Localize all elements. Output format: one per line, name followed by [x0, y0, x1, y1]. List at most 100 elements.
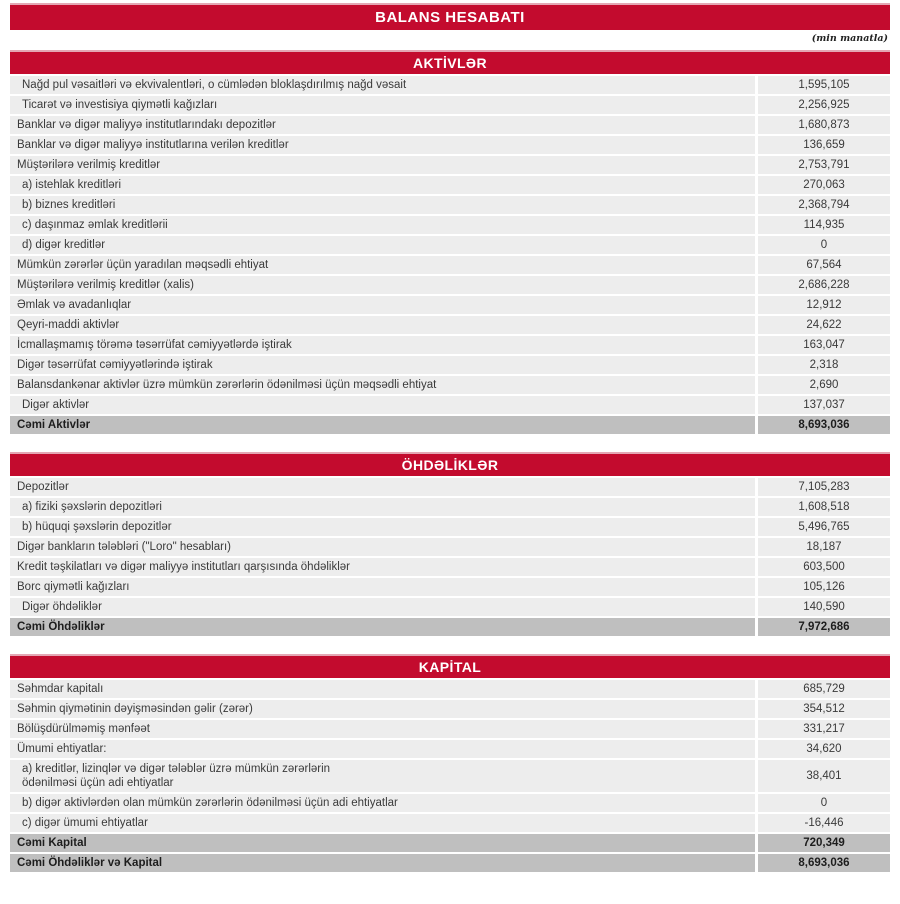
balance-sheet-page: BALANS HESABATI (min manatla) AKTİVLƏR Na… [10, 3, 890, 872]
row-label: b) digər aktivlərdən olan mümkün zərərlə… [10, 794, 755, 812]
table-row: Digər təsərrüfat cəmiyyətlərində iştirak… [10, 356, 890, 374]
table-row: c) digər ümumi ehtiyatlar -16,446 [10, 814, 890, 832]
unit-note: (min manatla) [811, 33, 888, 44]
table-row: b) biznes kreditləri 2,368,794 [10, 196, 890, 214]
table-row: Bölüşdürülməmiş mənfəət 331,217 [10, 720, 890, 738]
table-row: Ticarət və investisiya qiymətli kağızlar… [10, 96, 890, 114]
row-label: Qeyri-maddi aktivlər [10, 316, 755, 334]
table-row: Səhmin qiymətinin dəyişməsindən gəlir (z… [10, 700, 890, 718]
row-label: Banklar və digər maliyyə institutlarına … [10, 136, 755, 154]
row-label: d) digər kreditlər [10, 236, 755, 254]
table-row: Digər aktivlər 137,037 [10, 396, 890, 414]
table-row: c) daşınmaz əmlak kreditlərii 114,935 [10, 216, 890, 234]
row-value: 270,063 [758, 176, 890, 194]
row-label: Ümumi ehtiyatlar: [10, 740, 755, 758]
row-value: 163,047 [758, 336, 890, 354]
row-value: 2,753,791 [758, 156, 890, 174]
total-row-label: Cəmi Öhdəliklər [10, 618, 755, 636]
row-value: 331,217 [758, 720, 890, 738]
row-label: Digər bankların tələbləri ("Loro" hesabl… [10, 538, 755, 556]
row-value: 603,500 [758, 558, 890, 576]
sections-container: AKTİVLƏR Nağd pul vəsaitləri və ekvivalen… [10, 50, 890, 872]
row-label: Ticarət və investisiya qiymətli kağızlar… [10, 96, 755, 114]
row-value: 5,496,765 [758, 518, 890, 536]
table-row: d) digər kreditlər 0 [10, 236, 890, 254]
row-label: Səhmdar kapitalı [10, 680, 755, 698]
section-capital: KAPİTAL Səhmdar kapitalı 685,729 Səhmin qiy… [10, 654, 890, 872]
row-label: Səhmin qiymətinin dəyişməsindən gəlir (z… [10, 700, 755, 718]
table-row: Borc qiymətli kağızları 105,126 [10, 578, 890, 596]
row-label: Mümkün zərərlər üçün yaradılan məqsədli … [10, 256, 755, 274]
row-label: c) daşınmaz əmlak kreditlərii [10, 216, 755, 234]
total-row: Cəmi Aktivlər 8,693,036 [10, 416, 890, 434]
row-label: Kredit təşkilatları və digər maliyyə ins… [10, 558, 755, 576]
table-row: İcmallaşmamış törəmə təsərrüfat cəmiyyət… [10, 336, 890, 354]
row-value: 114,935 [758, 216, 890, 234]
table-row: Müştərilərə verilmiş kreditlər 2,753,791 [10, 156, 890, 174]
total-row-value: 8,693,036 [758, 854, 890, 872]
row-value: 2,690 [758, 376, 890, 394]
row-value: 24,622 [758, 316, 890, 334]
table-row: Müştərilərə verilmiş kreditlər (xalis) 2,… [10, 276, 890, 294]
table-row: Balansdankənar aktivlər üzrə mümkün zərə… [10, 376, 890, 394]
row-value: 38,401 [758, 760, 890, 792]
table-row: Depozitlər 7,105,283 [10, 478, 890, 496]
total-row-label: Cəmi Aktivlər [10, 416, 755, 434]
row-label: a) istehlak kreditləri [10, 176, 755, 194]
row-value: 136,659 [758, 136, 890, 154]
row-value: 140,590 [758, 598, 890, 616]
section-liabilities: ÖHDƏLİKLƏR Depozitlər 7,105,283 a) fiziki ş… [10, 452, 890, 636]
row-value: 18,187 [758, 538, 890, 556]
row-label: c) digər ümumi ehtiyatlar [10, 814, 755, 832]
table-row: Digər bankların tələbləri ("Loro" hesabl… [10, 538, 890, 556]
report-title: BALANS HESABATI [10, 3, 890, 30]
row-label: b) biznes kreditləri [10, 196, 755, 214]
total-row: Cəmi Öhdəliklər 7,972,686 [10, 618, 890, 636]
row-value: 105,126 [758, 578, 890, 596]
total-row-label: Cəmi Kapital [10, 834, 755, 852]
table-row: b) digər aktivlərdən olan mümkün zərərlə… [10, 794, 890, 812]
row-label: Digər aktivlər [10, 396, 755, 414]
row-value: -16,446 [758, 814, 890, 832]
row-label: Depozitlər [10, 478, 755, 496]
row-label: Digər öhdəliklər [10, 598, 755, 616]
row-value: 1,680,873 [758, 116, 890, 134]
table-row: Kredit təşkilatları və digər maliyyə ins… [10, 558, 890, 576]
row-value: 12,912 [758, 296, 890, 314]
table-row: Qeyri-maddi aktivlər 24,622 [10, 316, 890, 334]
row-label: Əmlak və avadanlıqlar [10, 296, 755, 314]
row-value: 7,105,283 [758, 478, 890, 496]
row-value: 1,608,518 [758, 498, 890, 516]
row-label: Bölüşdürülməmiş mənfəət [10, 720, 755, 738]
section-header: ÖHDƏLİKLƏR [10, 452, 890, 476]
row-value: 0 [758, 236, 890, 254]
table-row: b) hüquqi şəxslərin depozitlər 5,496,765 [10, 518, 890, 536]
row-label: Borc qiymətli kağızları [10, 578, 755, 596]
table-row: Nağd pul vəsaitləri və ekvivalentləri, o… [10, 76, 890, 94]
row-label: Banklar və digər maliyyə institutlarında… [10, 116, 755, 134]
table-row: a) kreditlər, lizinqlər və digər tələblə… [10, 760, 890, 792]
total-row: Cəmi Öhdəliklər və Kapital 8,693,036 [10, 854, 890, 872]
row-label: a) kreditlər, lizinqlər və digər tələblə… [10, 760, 755, 792]
total-row-value: 8,693,036 [758, 416, 890, 434]
total-row-value: 7,972,686 [758, 618, 890, 636]
row-value: 354,512 [758, 700, 890, 718]
row-value: 2,686,228 [758, 276, 890, 294]
row-value: 1,595,105 [758, 76, 890, 94]
row-label: Müştərilərə verilmiş kreditlər [10, 156, 755, 174]
row-value: 0 [758, 794, 890, 812]
table-row: Mümkün zərərlər üçün yaradılan məqsədli … [10, 256, 890, 274]
section-assets: AKTİVLƏR Nağd pul vəsaitləri və ekvivalen… [10, 50, 890, 434]
row-value: 2,368,794 [758, 196, 890, 214]
row-value: 67,564 [758, 256, 890, 274]
row-value: 137,037 [758, 396, 890, 414]
table-row: Ümumi ehtiyatlar: 34,620 [10, 740, 890, 758]
row-label: b) hüquqi şəxslərin depozitlər [10, 518, 755, 536]
section-header: KAPİTAL [10, 654, 890, 678]
row-label: a) fiziki şəxslərin depozitləri [10, 498, 755, 516]
row-label: Nağd pul vəsaitləri və ekvivalentləri, o… [10, 76, 755, 94]
row-value: 685,729 [758, 680, 890, 698]
total-row-value: 720,349 [758, 834, 890, 852]
row-label: Balansdankənar aktivlər üzrə mümkün zərə… [10, 376, 755, 394]
table-row: Digər öhdəliklər 140,590 [10, 598, 890, 616]
